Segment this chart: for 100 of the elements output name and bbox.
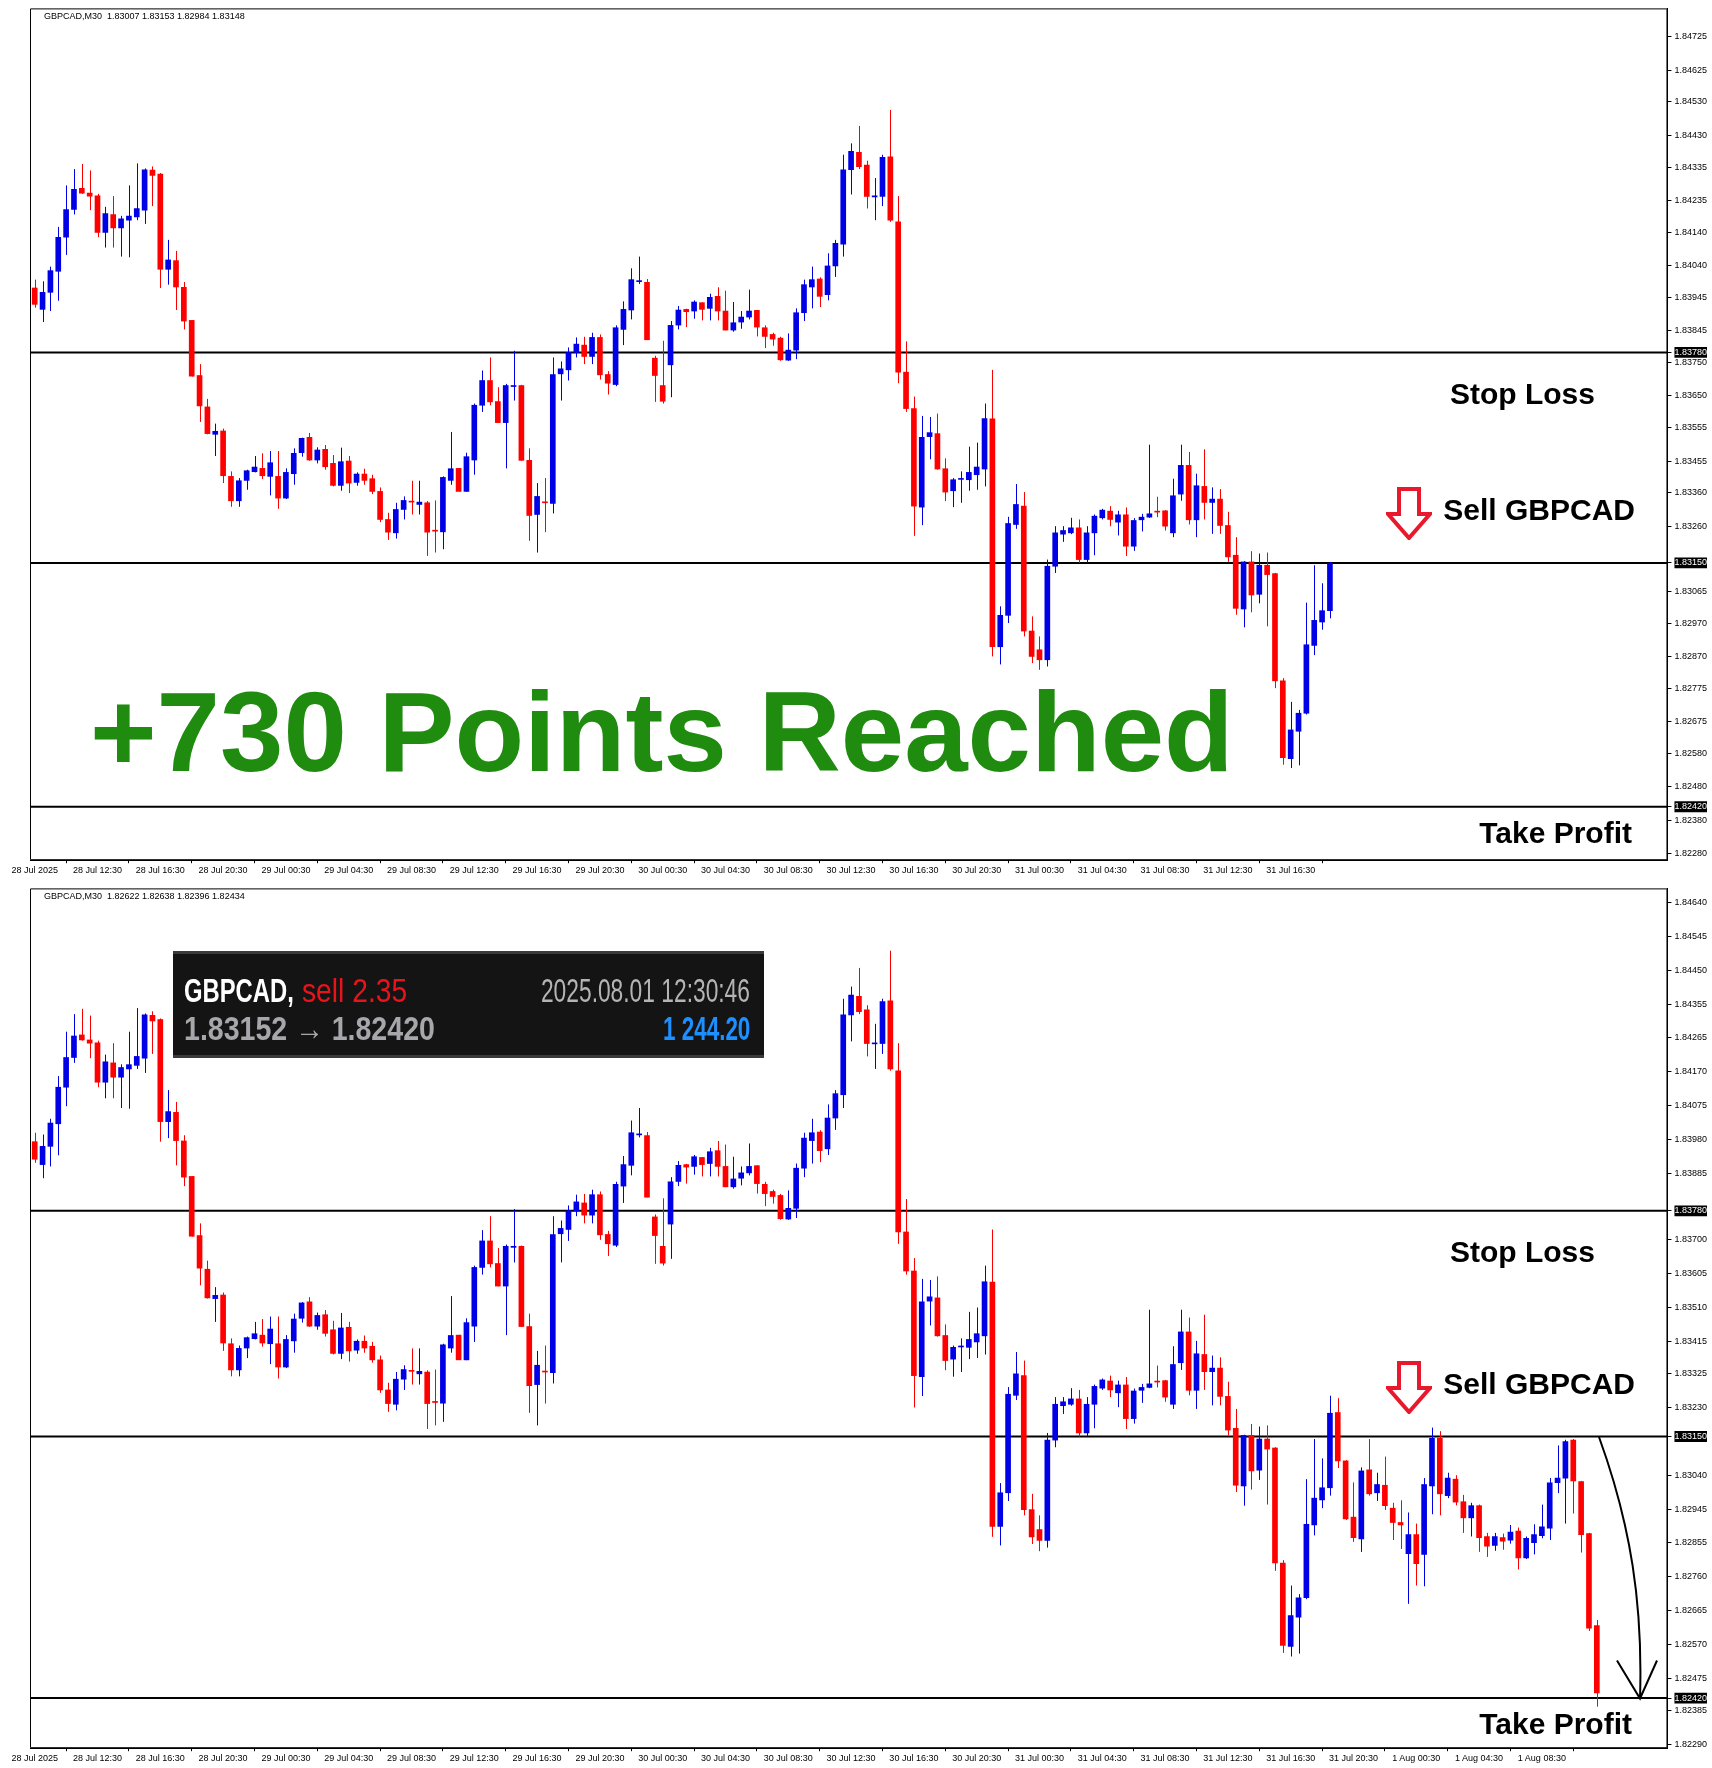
x-tick-label: 29 Jul 08:30 xyxy=(386,1753,437,1764)
x-tick-label: 30 Jul 00:30 xyxy=(638,1753,688,1764)
candlestick xyxy=(78,163,85,195)
candlestick xyxy=(432,1369,438,1426)
candlestick xyxy=(848,142,854,195)
candlestick xyxy=(71,168,77,215)
chart-title: GBPCAD,M30 1.82622 1.82638 1.82396 1.82434 xyxy=(44,890,245,901)
candlestick xyxy=(809,266,815,309)
y-tick-label: 1.84725 xyxy=(1674,31,1708,42)
y-tick-label: 1.83650 xyxy=(1674,390,1708,401)
y-tick-label: 1.84335 xyxy=(1674,161,1708,172)
candlestick xyxy=(581,336,588,365)
candlestick xyxy=(856,967,862,1015)
x-tick-label: 30 Jul 12:30 xyxy=(826,1753,876,1764)
y-tick-label: 1.84355 xyxy=(1674,999,1708,1010)
candlestick xyxy=(110,1042,117,1099)
x-tick-label: 30 Jul 08:30 xyxy=(763,1753,813,1764)
candlestick xyxy=(534,482,540,554)
x-tick-label: 29 Jul 04:30 xyxy=(324,865,374,876)
candlestick xyxy=(1201,1314,1208,1391)
ref-line-label: Take Profit xyxy=(1479,1707,1633,1741)
y-tick-label: 1.82855 xyxy=(1674,1536,1708,1547)
candlestick xyxy=(118,215,124,258)
x-tick-label: 31 Jul 16:30 xyxy=(1266,1753,1316,1764)
y-tick-label: 1.82290 xyxy=(1674,1739,1708,1750)
y-tick-label: 1.83040 xyxy=(1674,1470,1708,1481)
x-tick-label: 31 Jul 04:30 xyxy=(1077,1753,1127,1764)
candlestick xyxy=(1484,1532,1490,1558)
candlestick xyxy=(369,474,376,495)
x-tick-label: 29 Jul 08:30 xyxy=(386,865,437,876)
y-tick-label: 1.84545 xyxy=(1674,931,1708,942)
candlestick xyxy=(400,1364,407,1391)
annotation: 1 244.20 xyxy=(662,1009,750,1047)
candlestick xyxy=(212,423,219,457)
candlestick xyxy=(1107,1375,1113,1398)
candlestick xyxy=(620,300,627,346)
y-tick-label: 1.83150 xyxy=(1674,1431,1708,1442)
y-tick-label: 1.83885 xyxy=(1674,1167,1708,1178)
candlestick xyxy=(322,1309,328,1338)
candlestick xyxy=(636,256,642,285)
candlestick xyxy=(761,1181,768,1207)
x-tick-label: 29 Jul 04:30 xyxy=(324,1753,374,1764)
annotation: 2025.08.01 12:30:46 xyxy=(540,971,750,1009)
y-tick-label: 1.84170 xyxy=(1674,1065,1708,1076)
candlestick xyxy=(691,1154,697,1176)
candlestick xyxy=(71,1013,77,1064)
candlestick xyxy=(761,324,768,349)
y-tick-label: 1.84450 xyxy=(1674,965,1708,976)
candlestick xyxy=(754,309,760,337)
x-tick-label: 28 Jul 2025 xyxy=(11,865,58,876)
candlestick xyxy=(1444,1472,1451,1499)
candlestick xyxy=(589,332,595,365)
candlestick xyxy=(652,1213,658,1265)
x-tick-label: 31 Jul 04:30 xyxy=(1077,865,1127,876)
x-tick-label: 29 Jul 16:30 xyxy=(512,1753,562,1764)
candlestick xyxy=(235,477,242,508)
candlestick xyxy=(322,444,328,471)
ref-line-label: Stop Loss xyxy=(1449,1235,1595,1269)
candlestick xyxy=(652,355,658,403)
candlestick xyxy=(816,276,823,308)
y-tick-label: 1.82420 xyxy=(1674,801,1708,812)
candlestick xyxy=(432,499,438,554)
candlestick xyxy=(31,279,38,309)
x-tick-label: 30 Jul 16:30 xyxy=(889,865,939,876)
candlestick xyxy=(510,350,517,402)
candlestick xyxy=(604,370,611,396)
candlestick xyxy=(126,184,132,258)
x-tick-label: 28 Jul 12:30 xyxy=(72,865,123,876)
x-tick-label: 31 Jul 00:30 xyxy=(1014,865,1065,876)
x-tick-label: 31 Jul 08:30 xyxy=(1140,865,1190,876)
ref-line-label: Take Profit xyxy=(1479,816,1633,850)
candlestick xyxy=(754,1164,760,1195)
y-tick-label: 1.83230 xyxy=(1674,1402,1708,1413)
candlestick xyxy=(973,442,980,491)
candlestick xyxy=(126,1031,132,1110)
candlestick xyxy=(1201,448,1208,520)
candlestick xyxy=(1382,1456,1388,1511)
y-tick-label: 1.84265 xyxy=(1674,1031,1708,1042)
candlestick xyxy=(78,1008,85,1042)
candlestick xyxy=(385,512,391,541)
candlestick xyxy=(785,332,792,362)
ref-line-label: Stop Loss xyxy=(1449,376,1595,410)
chart-title: GBPCAD,M30 1.83007 1.83153 1.82984 1.83148 xyxy=(44,10,245,21)
candlestick xyxy=(581,1193,588,1224)
x-tick-label: 30 Jul 04:30 xyxy=(700,1753,751,1764)
annotation: GBPCAD, xyxy=(184,971,294,1009)
candlestick xyxy=(1523,1535,1529,1560)
x-tick-label: 29 Jul 20:30 xyxy=(575,865,625,876)
y-tick-label: 1.83945 xyxy=(1674,291,1708,302)
candlestick xyxy=(487,1215,493,1268)
candlestick xyxy=(926,416,933,460)
candlestick xyxy=(455,467,462,492)
candlestick xyxy=(950,1345,956,1378)
x-tick-label: 28 Jul 2025 xyxy=(11,1753,58,1764)
candlestick xyxy=(604,1230,611,1257)
y-tick-label: 1.84040 xyxy=(1674,260,1708,271)
candlestick xyxy=(133,162,140,221)
candlestick xyxy=(542,477,548,533)
candlestick xyxy=(1319,582,1325,631)
y-tick-label: 1.83780 xyxy=(1674,346,1708,357)
